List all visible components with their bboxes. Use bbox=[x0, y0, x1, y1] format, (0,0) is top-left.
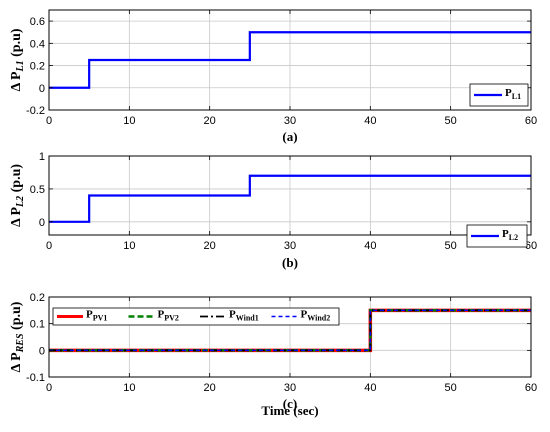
series-line-wind2 bbox=[49, 309, 531, 352]
x-tick-label: 0 bbox=[46, 115, 52, 127]
x-tick-label: 40 bbox=[364, 382, 376, 394]
y-tick-label: 1 bbox=[39, 151, 45, 163]
x-tick-label: 30 bbox=[284, 240, 296, 252]
x-tick-label: 60 bbox=[525, 382, 537, 394]
x-tick-label: 50 bbox=[445, 382, 457, 394]
legend-label-pv1: PPV1 bbox=[86, 309, 107, 323]
x-tick-label: 30 bbox=[284, 115, 296, 127]
legend: PL2 bbox=[466, 224, 528, 248]
legend-box bbox=[52, 307, 340, 326]
x-tick-label: 0 bbox=[46, 240, 52, 252]
chart-panel-2: 0 10 20 30 40 50 60 0 0.5 1 Δ PL2 (p.u) (b) PL2 bbox=[9, 151, 537, 270]
x-tick-label: 10 bbox=[123, 115, 135, 127]
panel-caption: (b) bbox=[282, 255, 298, 270]
x-tick-label: 60 bbox=[525, 115, 537, 127]
y-tick-label: 0 bbox=[39, 217, 45, 229]
x-tick-label: 50 bbox=[445, 115, 457, 127]
x-tick-label: 10 bbox=[123, 382, 135, 394]
legend: PL1 bbox=[469, 83, 529, 107]
y-tick-label: 0 bbox=[39, 345, 45, 357]
x-tick-label: 10 bbox=[123, 240, 135, 252]
y-axis-label: Δ PRES (p.u) bbox=[9, 301, 26, 372]
legend: PPV1 PPV2 PWind1 PWind2 bbox=[52, 307, 340, 326]
legend-label-wind2: PWind2 bbox=[301, 309, 331, 323]
x-tick-label: 30 bbox=[284, 382, 296, 394]
legend-label-wind1: PWind1 bbox=[229, 309, 259, 323]
y-tick-label: 0.2 bbox=[30, 292, 45, 304]
series-line-l2 bbox=[49, 174, 531, 223]
y-axis-label: Δ PL1 (p.u) bbox=[9, 28, 26, 91]
series-line-wind1 bbox=[49, 309, 531, 352]
legend-label-l2: PL2 bbox=[502, 228, 518, 242]
x-axis-label: Time (sec) bbox=[261, 403, 318, 418]
panel-caption: (a) bbox=[282, 129, 297, 144]
y-tick-label: 0 bbox=[39, 83, 45, 95]
chart-panel-1: 0 10 20 30 40 50 60-0.200.20.40.6Δ PL1 (p.u)(a… bbox=[9, 9, 537, 144]
x-tick-label: 40 bbox=[364, 240, 376, 252]
x-tick-label: 0 bbox=[46, 382, 52, 394]
chart-panel-3: 0 10 20 30 40 50 60-0.100.10.2Δ PRES (p.u)Time… bbox=[9, 292, 537, 418]
y-tick-label: 0.5 bbox=[30, 184, 45, 196]
y-axis-label: Δ PL2 (p.u) bbox=[9, 164, 26, 227]
x-tick-label: 40 bbox=[364, 115, 376, 127]
panel-caption: (c) bbox=[283, 396, 297, 411]
y-tick-label: 0.2 bbox=[30, 61, 45, 73]
x-tick-label: 50 bbox=[445, 240, 457, 252]
x-tick-label: 20 bbox=[204, 240, 216, 252]
y-tick-label: 0.6 bbox=[30, 16, 45, 28]
x-tick-label: 20 bbox=[204, 115, 216, 127]
y-tick-label: 0.1 bbox=[30, 319, 45, 331]
series-line-l1 bbox=[49, 31, 531, 89]
x-tick-label: 20 bbox=[204, 382, 216, 394]
x-tick-label: 60 bbox=[525, 240, 537, 252]
y-tick-label: 0.4 bbox=[30, 38, 45, 50]
y-tick-label: -0.2 bbox=[26, 105, 45, 117]
y-tick-label: -0.1 bbox=[26, 372, 45, 384]
legend-label-pv2: PPV2 bbox=[158, 309, 179, 323]
legend-label-l1: PL1 bbox=[505, 87, 521, 101]
